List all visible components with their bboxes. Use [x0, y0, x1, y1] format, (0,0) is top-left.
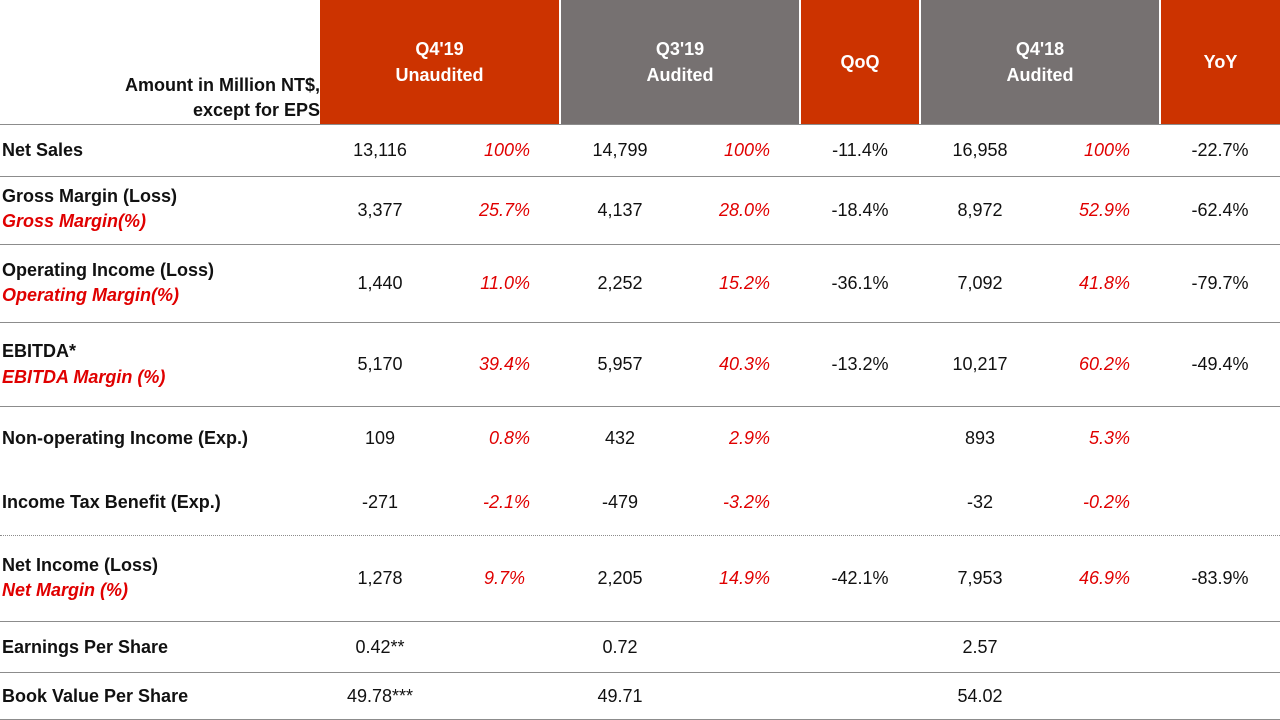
- units-label: Amount in Million NT$,: [125, 75, 320, 95]
- value-q3-19: 4,137: [597, 200, 643, 220]
- row-sublabel: Gross Margin(%): [2, 211, 147, 231]
- percent-q4-19: 39.4%: [478, 354, 530, 374]
- percent-q4-19: 100%: [483, 140, 530, 160]
- row-divider: [0, 124, 1280, 125]
- value-q4-19: 3,377: [357, 200, 403, 220]
- value-q3-19: 14,799: [592, 140, 648, 160]
- value-qoq: -42.1%: [831, 568, 889, 588]
- value-q3-19: 2,205: [597, 568, 643, 588]
- column-header-title: Q3'19: [655, 39, 705, 59]
- percent-q4-18: 52.9%: [1078, 200, 1130, 220]
- value-yoy: -49.4%: [1191, 354, 1249, 374]
- column-header-subtitle: Unaudited: [395, 65, 484, 85]
- value-yoy: -62.4%: [1191, 200, 1249, 220]
- column-header-title: Q4'18: [1015, 39, 1065, 59]
- value-q4-18: 7,953: [957, 568, 1003, 588]
- value-yoy: -79.7%: [1191, 273, 1249, 293]
- row-label: Income Tax Benefit (Exp.): [2, 492, 221, 512]
- value-q4-19: 49.78***: [346, 686, 414, 706]
- row-label: Book Value Per Share: [2, 686, 189, 706]
- percent-q4-19: 9.7%: [483, 568, 525, 588]
- units-note: except for EPS: [192, 100, 320, 120]
- value-q4-19: 0.42**: [355, 637, 405, 657]
- row-divider: [0, 244, 1280, 245]
- column-header-q4-19: Q4'19 Unaudited: [320, 0, 559, 124]
- value-q4-19: 109: [364, 428, 396, 448]
- row-divider: [0, 406, 1280, 407]
- value-q4-18: 7,092: [957, 273, 1003, 293]
- units-header: Amount in Million NT$, except for EPS: [0, 0, 320, 124]
- value-q3-19: 2,252: [597, 273, 643, 293]
- percent-q3-19: 40.3%: [718, 354, 770, 374]
- value-q4-18: 8,972: [957, 200, 1003, 220]
- row-label: Net Sales: [2, 140, 84, 160]
- row-divider: [0, 672, 1280, 673]
- percent-q4-18: 41.8%: [1078, 273, 1130, 293]
- percent-q3-19: 14.9%: [718, 568, 770, 588]
- column-header-q3-19: Q3'19 Audited: [561, 0, 799, 124]
- value-q4-19: 1,278: [357, 568, 403, 588]
- row-label: Earnings Per Share: [2, 637, 169, 657]
- percent-q4-18: 46.9%: [1078, 568, 1130, 588]
- value-q3-19: -479: [601, 492, 639, 512]
- value-q4-19: 5,170: [357, 354, 403, 374]
- value-qoq: -13.2%: [831, 354, 889, 374]
- row-label: Operating Income (Loss): [2, 260, 215, 280]
- percent-q3-19: 100%: [723, 140, 770, 160]
- percent-q4-18: 100%: [1083, 140, 1130, 160]
- column-header-q4-18: Q4'18 Audited: [921, 0, 1159, 124]
- column-header-subtitle: Audited: [1006, 65, 1074, 85]
- column-header-qoq: QoQ: [801, 0, 919, 124]
- percent-q4-18: 60.2%: [1078, 354, 1130, 374]
- row-divider: [0, 621, 1280, 622]
- percent-q4-19: 11.0%: [480, 273, 530, 293]
- value-q4-19: 1,440: [357, 273, 403, 293]
- row-divider: [0, 322, 1280, 323]
- column-header-title: Q4'19: [415, 39, 464, 59]
- row-label: EBITDA*: [2, 341, 77, 361]
- value-q4-18: -32: [966, 492, 993, 512]
- row-label: Non-operating Income (Exp.): [2, 428, 249, 448]
- row-sublabel: EBITDA Margin (%): [2, 367, 166, 387]
- percent-q3-19: 15.2%: [718, 273, 770, 293]
- percent-q3-19: 28.0%: [718, 200, 770, 220]
- column-header-title: QoQ: [840, 52, 880, 72]
- value-q4-18: 10,217: [952, 354, 1008, 374]
- value-yoy: -83.9%: [1191, 568, 1249, 588]
- row-divider: [0, 176, 1280, 177]
- value-yoy: -22.7%: [1191, 140, 1249, 160]
- percent-q4-18: -0.2%: [1082, 492, 1130, 512]
- value-q4-18: 893: [964, 428, 996, 448]
- value-q4-18: 2.57: [962, 637, 998, 657]
- percent-q3-19: -3.2%: [722, 492, 770, 512]
- column-header-yoy: YoY: [1161, 0, 1280, 124]
- percent-q4-18: 5.3%: [1088, 428, 1130, 448]
- value-q4-18: 16,958: [952, 140, 1008, 160]
- column-header-subtitle: Audited: [646, 65, 714, 85]
- value-qoq: -18.4%: [831, 200, 889, 220]
- percent-q3-19: 2.9%: [728, 428, 770, 448]
- value-q3-19: 432: [604, 428, 636, 448]
- value-qoq: -11.4%: [832, 140, 888, 160]
- percent-q4-19: 25.7%: [478, 200, 530, 220]
- row-sublabel: Operating Margin(%): [2, 285, 180, 305]
- value-qoq: -36.1%: [831, 273, 889, 293]
- row-label: Net Income (Loss): [2, 555, 159, 575]
- value-q3-19: 0.72: [602, 637, 638, 657]
- column-header-title: YoY: [1203, 52, 1238, 72]
- row-label: Gross Margin (Loss): [2, 186, 178, 206]
- value-q3-19: 49.71: [597, 686, 643, 706]
- value-q4-19: -271: [361, 492, 399, 512]
- value-q3-19: 5,957: [597, 354, 643, 374]
- row-divider: [0, 535, 1280, 536]
- percent-q4-19: 0.8%: [488, 428, 530, 448]
- percent-q4-19: -2.1%: [482, 492, 530, 512]
- value-q4-18: 54.02: [957, 686, 1003, 706]
- value-q4-19: 13,116: [353, 140, 407, 160]
- row-sublabel: Net Margin (%): [2, 580, 128, 600]
